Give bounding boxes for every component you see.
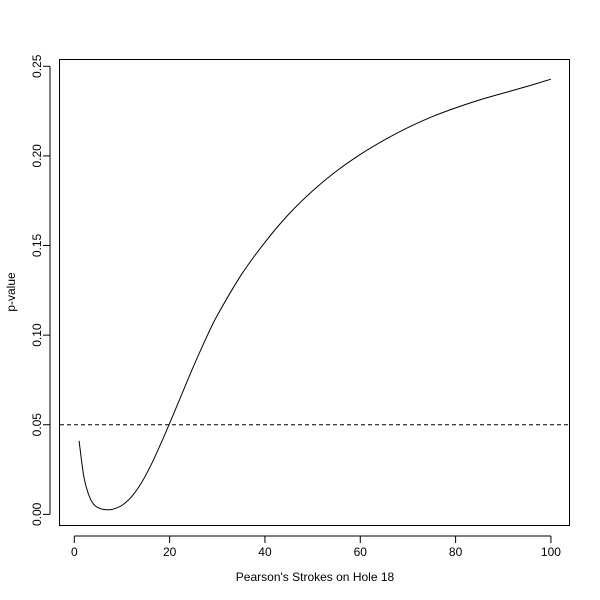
y-axis: 0.00 0.05 0.10 0.15 0.20 0.25 — [30, 54, 51, 526]
y-tick-label: 0.00 — [30, 502, 44, 526]
y-tick-label: 0.20 — [30, 144, 44, 168]
y-tick-label: 0.05 — [30, 413, 44, 437]
y-tick-label: 0.15 — [30, 234, 44, 258]
x-axis-label: Pearson's Strokes on Hole 18 — [236, 570, 395, 584]
x-tick-label: 100 — [541, 545, 561, 559]
p-value-curve — [78, 78, 552, 511]
x-tick-label: 0 — [71, 545, 78, 559]
x-tick-label: 40 — [258, 545, 272, 559]
y-tick-label: 0.25 — [30, 54, 44, 78]
x-tick-label: 60 — [354, 545, 368, 559]
x-tick-label: 20 — [163, 545, 177, 559]
x-tick-label: 80 — [449, 545, 463, 559]
y-tick-label: 0.10 — [30, 323, 44, 347]
y-axis-label: p-value — [4, 272, 18, 312]
plot-frame — [59, 59, 570, 526]
plot-content — [60, 78, 570, 511]
x-axis: 0 20 40 60 80 100 — [71, 535, 561, 559]
